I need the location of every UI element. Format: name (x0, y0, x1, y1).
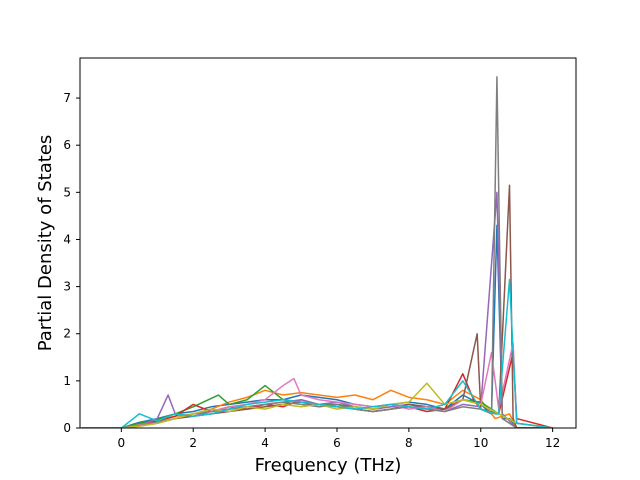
x-tick-label: 4 (261, 436, 269, 450)
y-tick-label: 6 (63, 138, 71, 152)
y-tick-label: 3 (63, 280, 71, 294)
series-layer (81, 76, 553, 428)
x-tick-label: 8 (405, 436, 413, 450)
x-axis-label: Frequency (THz) (255, 455, 402, 476)
series-line-9 (81, 278, 553, 428)
plot-frame (79, 57, 577, 429)
y-tick-label: 1 (63, 374, 71, 388)
y-tick-label: 4 (63, 232, 71, 246)
x-tick-label: 10 (473, 436, 488, 450)
y-axis-label: Partial Density of States (35, 135, 56, 352)
y-tick-label: 5 (63, 185, 71, 199)
series-line-0 (81, 224, 553, 428)
x-tick-label: 12 (545, 436, 560, 450)
y-tick-label: 0 (63, 421, 71, 435)
series-line-1 (81, 389, 553, 428)
y-tick-label: 7 (63, 91, 71, 105)
x-tick-label: 6 (333, 436, 341, 450)
x-axis-ticks: 0 2 4 6 8 10 12 (118, 428, 560, 450)
x-tick-label: 0 (118, 436, 126, 450)
x-tick-label: 2 (189, 436, 197, 450)
y-tick-label: 2 (63, 327, 71, 341)
y-axis-ticks: 0 1 2 3 4 5 6 7 (63, 91, 80, 435)
